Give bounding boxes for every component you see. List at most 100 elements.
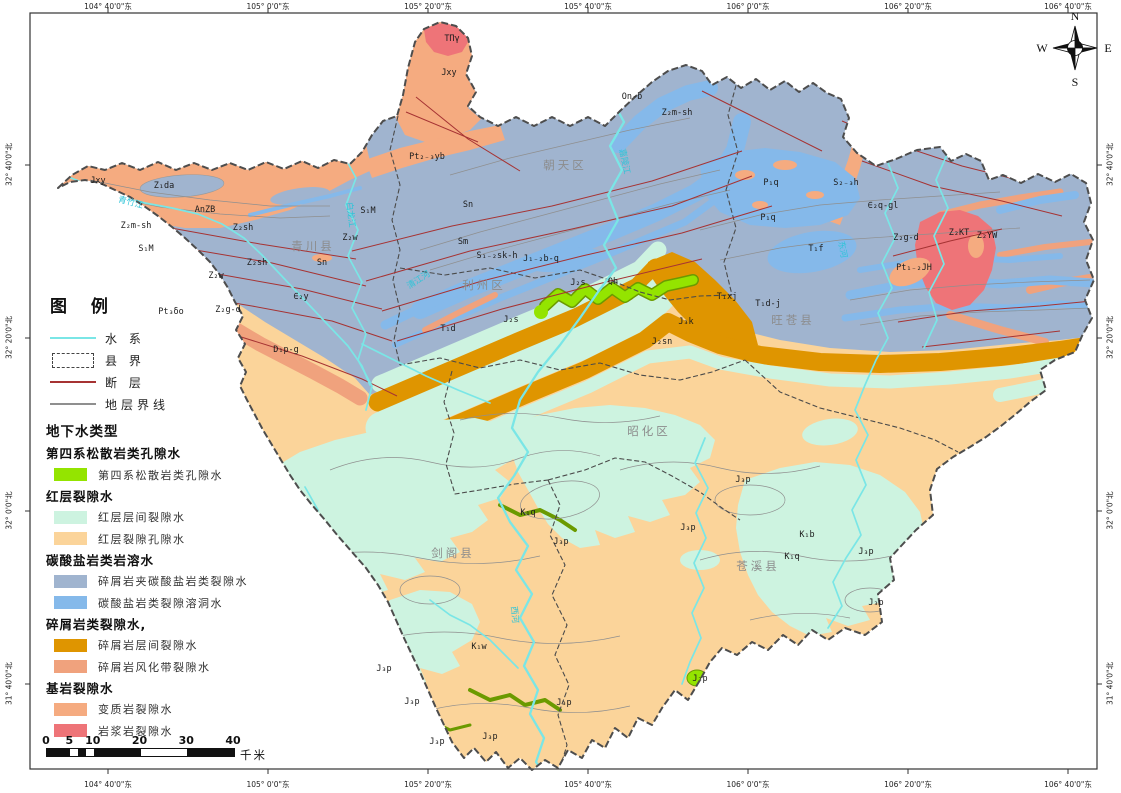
county-symbol-icon: [50, 352, 96, 368]
compass-letter-S: S: [1072, 75, 1079, 89]
legend-item-label: 断 层: [105, 375, 145, 390]
legend-swatch-label: 变质岩裂隙水: [98, 703, 173, 717]
geologic-unit-label: ∈₂y: [293, 292, 308, 302]
geologic-unit-label: J₃p: [858, 547, 873, 557]
scale-tick-label: 5: [65, 734, 74, 747]
faults-layer: [58, 90, 1093, 397]
geologic-unit-label: K₁q: [520, 508, 535, 518]
color-swatch: [54, 468, 87, 482]
scale-bar-segment: [93, 749, 141, 756]
scale-tick-label: 10: [85, 734, 101, 747]
legend-group-heading: 碎屑岩类裂隙水,: [46, 616, 147, 632]
lon-label-bottom: 106° 0'0"东: [726, 780, 770, 789]
county-name-label: 朝天区: [543, 158, 587, 172]
tick-marks: [25, 8, 1102, 774]
geologic-unit-label: Jxy: [441, 68, 456, 78]
geologic-unit-label: Pt₂₋₃yb: [409, 152, 445, 162]
color-swatch: [54, 638, 87, 652]
geologic-unit-label: S₁M: [360, 206, 375, 216]
lon-label-bottom: 106° 20'0"东: [884, 780, 932, 789]
scale-bar: 0 5 10 20 30 40 千米: [42, 734, 304, 762]
compass-rose: N E S W: [1036, 9, 1111, 89]
north-arrow-icon: [1052, 25, 1098, 71]
river-name-label: 西河: [508, 606, 520, 624]
scale-bar-numbers: 0 5 10 20 30 40: [42, 734, 304, 747]
compass-letter-N: N: [1071, 9, 1080, 23]
legend-item-river: 水 系: [44, 327, 296, 349]
color-swatch: [54, 574, 87, 588]
geologic-unit-label: Z₂w: [342, 233, 358, 243]
county-name-label: 苍溪县: [736, 559, 780, 573]
strata-layer: [89, 117, 1091, 713]
geologic-unit-label: K₁q: [784, 552, 799, 562]
lon-label-top: 105° 20'0"东: [404, 2, 452, 11]
legend-item-fault: 断 层: [44, 371, 296, 393]
geologic-unit-label: J₂sn: [652, 337, 672, 347]
scale-bar-segment: [78, 749, 86, 756]
legend-swatch-item: 碎屑岩夹碳酸盐岩类裂隙水: [44, 571, 296, 593]
stratum-symbol-icon: [50, 403, 96, 405]
geologic-unit-label: J₃p: [735, 475, 750, 485]
lat-label-right: 32° 40'0"北: [1105, 143, 1115, 187]
lon-label-bottom: 106° 40'0"东: [1044, 780, 1092, 789]
geologic-unit-label: Z₂g-d: [215, 305, 241, 315]
scale-tick-label: 20: [131, 734, 148, 747]
fault-symbol-icon: [50, 381, 96, 383]
geologic-unit-label: K₁w: [471, 642, 487, 652]
lon-label-top: 106° 40'0"东: [1044, 2, 1092, 11]
legend-swatch-label: 碳酸盐岩类裂隙溶洞水: [98, 596, 223, 610]
geologic-unit-label: Sn: [463, 200, 473, 210]
geologic-unit-label: Z₂g-d: [893, 233, 919, 243]
legend-swatch-label: 碎屑岩夹碳酸盐岩类裂隙水: [98, 575, 248, 589]
legend-swatch-label: 第四系松散岩类孔隙水: [98, 468, 223, 482]
legend-swatch-label: 碎屑岩风化带裂隙水: [98, 660, 211, 674]
geologic-unit-label: S₁M: [138, 244, 153, 254]
geologic-unit-label: J₃p: [482, 732, 497, 742]
geologic-unit-label: S₂₋₃h: [833, 178, 859, 188]
lat-label-right: 32° 0'0"北: [1105, 491, 1115, 530]
geologic-unit-label: J₃p: [376, 664, 391, 674]
scale-bar-segment: [70, 749, 79, 756]
legend-swatch-item: 红层裂隙孔隙水: [44, 528, 296, 550]
geologic-unit-label: J₂s: [503, 315, 518, 325]
county-name-label: 剑阁县: [431, 546, 475, 560]
geologic-unit-label: J₃p: [556, 698, 571, 708]
geologic-unit-label: J₃p: [868, 598, 883, 608]
county-name-label: 青川县: [291, 239, 335, 253]
scale-bar-unit: 千米: [240, 748, 267, 762]
county-name-label: 旺苍县: [771, 313, 815, 327]
legend-swatch-item: 第四系松散岩类孔隙水: [44, 464, 296, 486]
legend-swatch-item: 碎屑岩风化带裂隙水: [44, 656, 296, 678]
geologic-unit-label: J₁₋₂b-q: [523, 254, 559, 264]
lon-label-top: 106° 0'0"东: [726, 2, 770, 11]
lon-label-top: 105° 40'0"东: [564, 2, 612, 11]
geologic-unit-label: Z₂YW: [977, 231, 998, 241]
geologic-unit-label: Sm: [458, 237, 468, 247]
geologic-unit-label: Z₁da: [154, 181, 174, 191]
geologic-unit-label: J₃p: [680, 523, 695, 533]
lat-label-left: 31° 40'0"北: [4, 662, 14, 706]
legend-swatch-label: 岩浆岩裂隙水: [98, 724, 173, 738]
legend-item-label: 水 系: [105, 331, 145, 346]
map-frame: [29, 12, 1098, 770]
geologic-unit-label: S₁₋₂sk-h: [477, 251, 518, 261]
geologic-unit-label: Z₂m-sh: [662, 108, 693, 118]
lat-label-left: 32° 20'0"北: [4, 316, 14, 360]
county-name-label: 昭化区: [627, 424, 671, 438]
geologic-unit-label: Sn: [317, 258, 327, 268]
lat-label-left: 32° 0'0"北: [4, 491, 14, 530]
lat-label-left: 32° 40'0"北: [4, 143, 14, 187]
legend-swatch-item: 碎屑岩层间裂隙水: [44, 635, 296, 657]
geologic-unit-label: Pt₁₋₂JH: [896, 263, 932, 273]
scale-bar-segment: [85, 749, 94, 756]
scale-bar-segment: [187, 749, 234, 756]
legend-swatch-label: 碎屑岩层间裂隙水: [98, 639, 198, 653]
scale-tick-label: 30: [178, 734, 194, 747]
geologic-unit-label: Jxy: [90, 176, 105, 186]
geologic-unit-label: Z₂KT: [949, 228, 969, 238]
scale-bar-segment: [47, 749, 71, 756]
geologic-unit-label: T₁d-j: [755, 299, 781, 309]
legend-swatch-item: 岩浆岩裂隙水: [44, 720, 296, 742]
